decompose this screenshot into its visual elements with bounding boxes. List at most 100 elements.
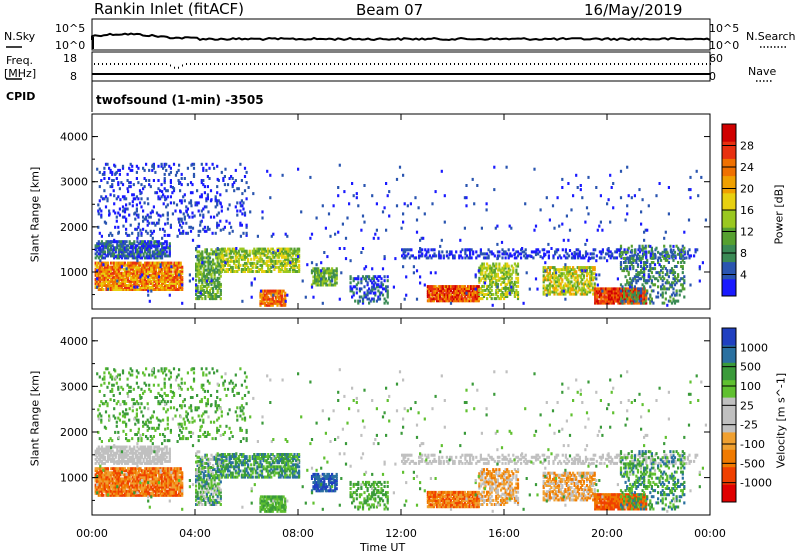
velocity-echo-cell <box>134 483 137 487</box>
power-echo-cell <box>641 198 644 202</box>
power-echo-cell <box>179 286 182 289</box>
power-echo-cell <box>165 189 168 193</box>
power-echo-cell <box>205 199 208 203</box>
power-echo-cell <box>468 285 471 289</box>
power-echo-cell <box>638 299 641 303</box>
power-echo-cell <box>196 268 199 272</box>
power-echo-cell <box>296 270 299 273</box>
power-echo-cell <box>226 268 230 271</box>
power-echo-cell <box>142 279 145 283</box>
power-echo-cell <box>126 179 129 182</box>
power-echo-cell <box>618 291 621 295</box>
power-echo-cell <box>667 261 670 264</box>
power-echo-cell <box>625 287 628 291</box>
power-echo-cell <box>163 164 166 168</box>
power-echo-cell <box>357 204 360 208</box>
power-echo-cell <box>575 272 578 276</box>
power-echo-cell <box>516 276 520 280</box>
power-echo-cell <box>117 195 120 199</box>
velocity-echo-cell <box>125 491 128 495</box>
power-echo-cell <box>137 288 140 291</box>
power-echo-cell <box>281 255 284 259</box>
power-echo-cell <box>636 273 640 277</box>
power-echo-cell <box>197 209 200 213</box>
power-echo-cell <box>213 284 216 288</box>
power-echo-cell <box>134 286 137 289</box>
power-echo-cell <box>117 168 120 172</box>
power-echo-cell <box>509 268 512 272</box>
power-echo-cell <box>587 284 590 288</box>
power-echo-cell <box>291 253 294 257</box>
power-echo-cell <box>195 264 198 268</box>
power-echo-cell <box>623 289 626 293</box>
power-echo-cell <box>116 244 119 248</box>
power-echo-cell <box>137 233 140 237</box>
power-echo-cell <box>265 299 268 303</box>
power-echo-cell <box>216 247 219 250</box>
power-echo-cell <box>265 297 268 301</box>
power-echo-cell <box>272 265 275 269</box>
power-echo-cell <box>139 240 142 244</box>
power-echo-cell <box>199 272 202 276</box>
power-echo-cell <box>165 269 168 273</box>
power-echo-cell <box>99 248 102 252</box>
power-echo-cell <box>106 254 110 258</box>
power-echo-cell <box>161 254 164 258</box>
power-echo-cell <box>440 289 443 293</box>
power-echo-cell <box>612 295 615 299</box>
power-echo-cell <box>584 269 587 273</box>
power-echo-cell <box>453 256 456 260</box>
power-echo-cell <box>159 248 162 252</box>
power-echo-cell <box>506 264 509 268</box>
power-echo-cell <box>581 292 584 296</box>
power-echo-cell <box>138 189 142 193</box>
power-echo-cell <box>183 177 186 180</box>
power-echo-cell <box>695 169 698 173</box>
power-echo-cell <box>317 271 320 275</box>
power-echo-cell <box>506 293 509 296</box>
power-echo-cell <box>225 253 228 257</box>
power-echo-cell <box>122 273 125 277</box>
power-echo-cell <box>594 248 597 252</box>
velocity-echo-cell <box>100 467 103 471</box>
power-echo-cell <box>100 254 103 258</box>
power-echo-cell <box>195 268 198 272</box>
power-echo-cell <box>495 282 498 286</box>
power-echo-cell <box>213 297 216 301</box>
power-echo-cell <box>578 266 581 270</box>
velocity-echo-cell <box>97 483 100 487</box>
power-echo-cell <box>680 250 683 254</box>
velocity-echo-cell <box>125 493 128 497</box>
power-echo-cell <box>228 203 231 207</box>
power-echo-cell <box>99 271 102 275</box>
power-echo-cell <box>320 261 323 265</box>
power-echo-cell <box>152 205 155 209</box>
power-echo-cell <box>96 242 99 246</box>
power-echo-cell <box>168 286 171 289</box>
power-echo-cell <box>207 254 210 258</box>
power-echo-cell <box>137 252 140 256</box>
power-echo-cell <box>168 275 171 279</box>
velocity-echo-cell <box>105 477 108 481</box>
power-echo-cell <box>288 263 291 267</box>
power-echo-cell <box>533 167 536 171</box>
power-echo-cell <box>312 267 315 271</box>
power-echo-cell <box>365 277 368 281</box>
power-echo-cell <box>276 295 279 299</box>
power-echo-cell <box>122 263 125 267</box>
power-echo-cell <box>310 269 314 273</box>
power-echo-cell <box>237 253 240 257</box>
power-echo-cell <box>383 257 386 261</box>
power-echo-cell <box>116 261 119 265</box>
power-echo-cell <box>264 249 267 253</box>
power-echo-cell <box>167 279 170 283</box>
power-echo-cell <box>661 283 664 287</box>
power-echo-cell <box>429 289 432 293</box>
power-echo-cell <box>182 212 185 216</box>
power-echo-cell <box>572 288 575 292</box>
power-echo-cell <box>129 168 132 172</box>
power-echo-cell <box>145 254 148 258</box>
power-echo-cell <box>219 274 222 278</box>
power-echo-cell <box>670 269 674 273</box>
power-echo-cell <box>590 282 593 286</box>
